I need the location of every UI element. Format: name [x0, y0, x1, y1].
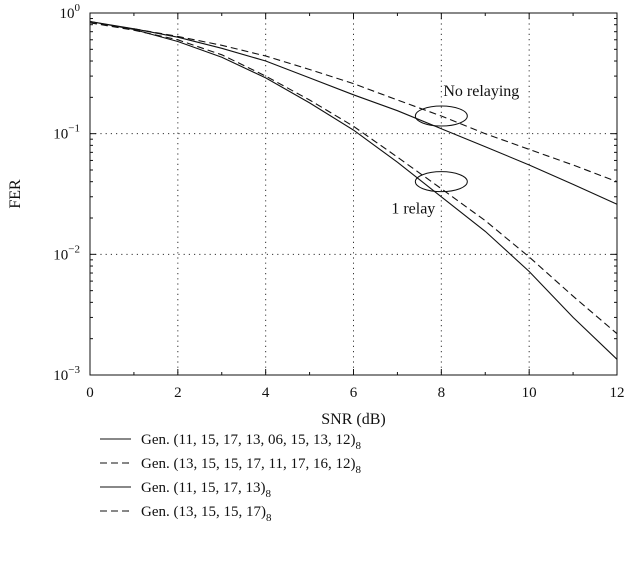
legend-entry-prefix: Gen. [141, 504, 174, 520]
series-line-1-solid [89, 20, 618, 205]
y-tick-label-exponent: −2 [68, 243, 80, 255]
legend-entry-subscript: 8 [265, 488, 271, 500]
x-tick-label: 6 [350, 385, 358, 401]
legend-entry-generator: (11, 15, 17, 13) [174, 480, 266, 496]
y-tick-label: 100 [60, 2, 81, 22]
annotation-ellipse-1-relay [414, 171, 468, 193]
legend-entry-label: Gen. (11, 15, 17, 13)8 [141, 480, 271, 500]
series-line-4-dashed [89, 22, 618, 335]
ticks [89, 12, 618, 376]
y-tick-label-base: 10 [53, 127, 68, 143]
series-line-3-solid [89, 20, 618, 360]
y-tick-label-exponent: −3 [68, 364, 80, 376]
y-tick-label-base: 10 [53, 368, 68, 384]
annotation-ellipse-no-relaying [414, 105, 468, 127]
x-tick-label: 4 [262, 385, 270, 401]
x-tick-label: 10 [522, 385, 537, 401]
legend-entry-prefix: Gen. [141, 480, 174, 496]
y-tick-label: 10−2 [53, 243, 80, 263]
x-axis-title: SNR (dB) [321, 411, 385, 428]
series-group [89, 20, 618, 360]
legend: Gen. (11, 15, 17, 13, 06, 15, 13, 12)8Ge… [100, 432, 361, 524]
legend-entry-prefix: Gen. [141, 456, 174, 472]
legend-entry-label: Gen. (13, 15, 15, 17, 11, 17, 16, 12)8 [141, 456, 361, 476]
legend-entry-generator: (11, 15, 17, 13, 06, 15, 13, 12) [174, 432, 356, 448]
legend-entry-generator: (13, 15, 15, 17, 11, 17, 16, 12) [174, 456, 356, 472]
x-tick-label: 2 [174, 385, 182, 401]
y-tick-label-exponent: 0 [75, 2, 81, 14]
y-tick-label: 10−3 [53, 364, 80, 384]
x-tick-label: 12 [610, 385, 625, 401]
grid [90, 13, 617, 375]
legend-entry-label: Gen. (11, 15, 17, 13, 06, 15, 13, 12)8 [141, 432, 361, 452]
annotations: No relaying 1 relay [391, 83, 519, 218]
legend-entry-generator: (13, 15, 15, 17) [174, 504, 267, 520]
y-tick-label: 10−1 [53, 123, 80, 143]
legend-entry-subscript: 8 [355, 440, 361, 452]
series-line-2-dashed [89, 22, 618, 183]
y-tick-label-exponent: −1 [68, 123, 80, 135]
y-tick-label-base: 10 [60, 6, 75, 22]
x-tick-label: 0 [86, 385, 94, 401]
legend-entry-subscript: 8 [266, 512, 272, 524]
legend-entry-prefix: Gen. [141, 432, 174, 448]
legend-entry-subscript: 8 [355, 464, 361, 476]
annotation-no-relaying: No relaying [443, 83, 519, 100]
x-tick-label: 8 [438, 385, 446, 401]
annotation-1-relay: 1 relay [391, 201, 435, 218]
y-axis-title: FER [7, 179, 24, 209]
y-tick-label-base: 10 [53, 247, 68, 263]
legend-entry-label: Gen. (13, 15, 15, 17)8 [141, 504, 272, 524]
